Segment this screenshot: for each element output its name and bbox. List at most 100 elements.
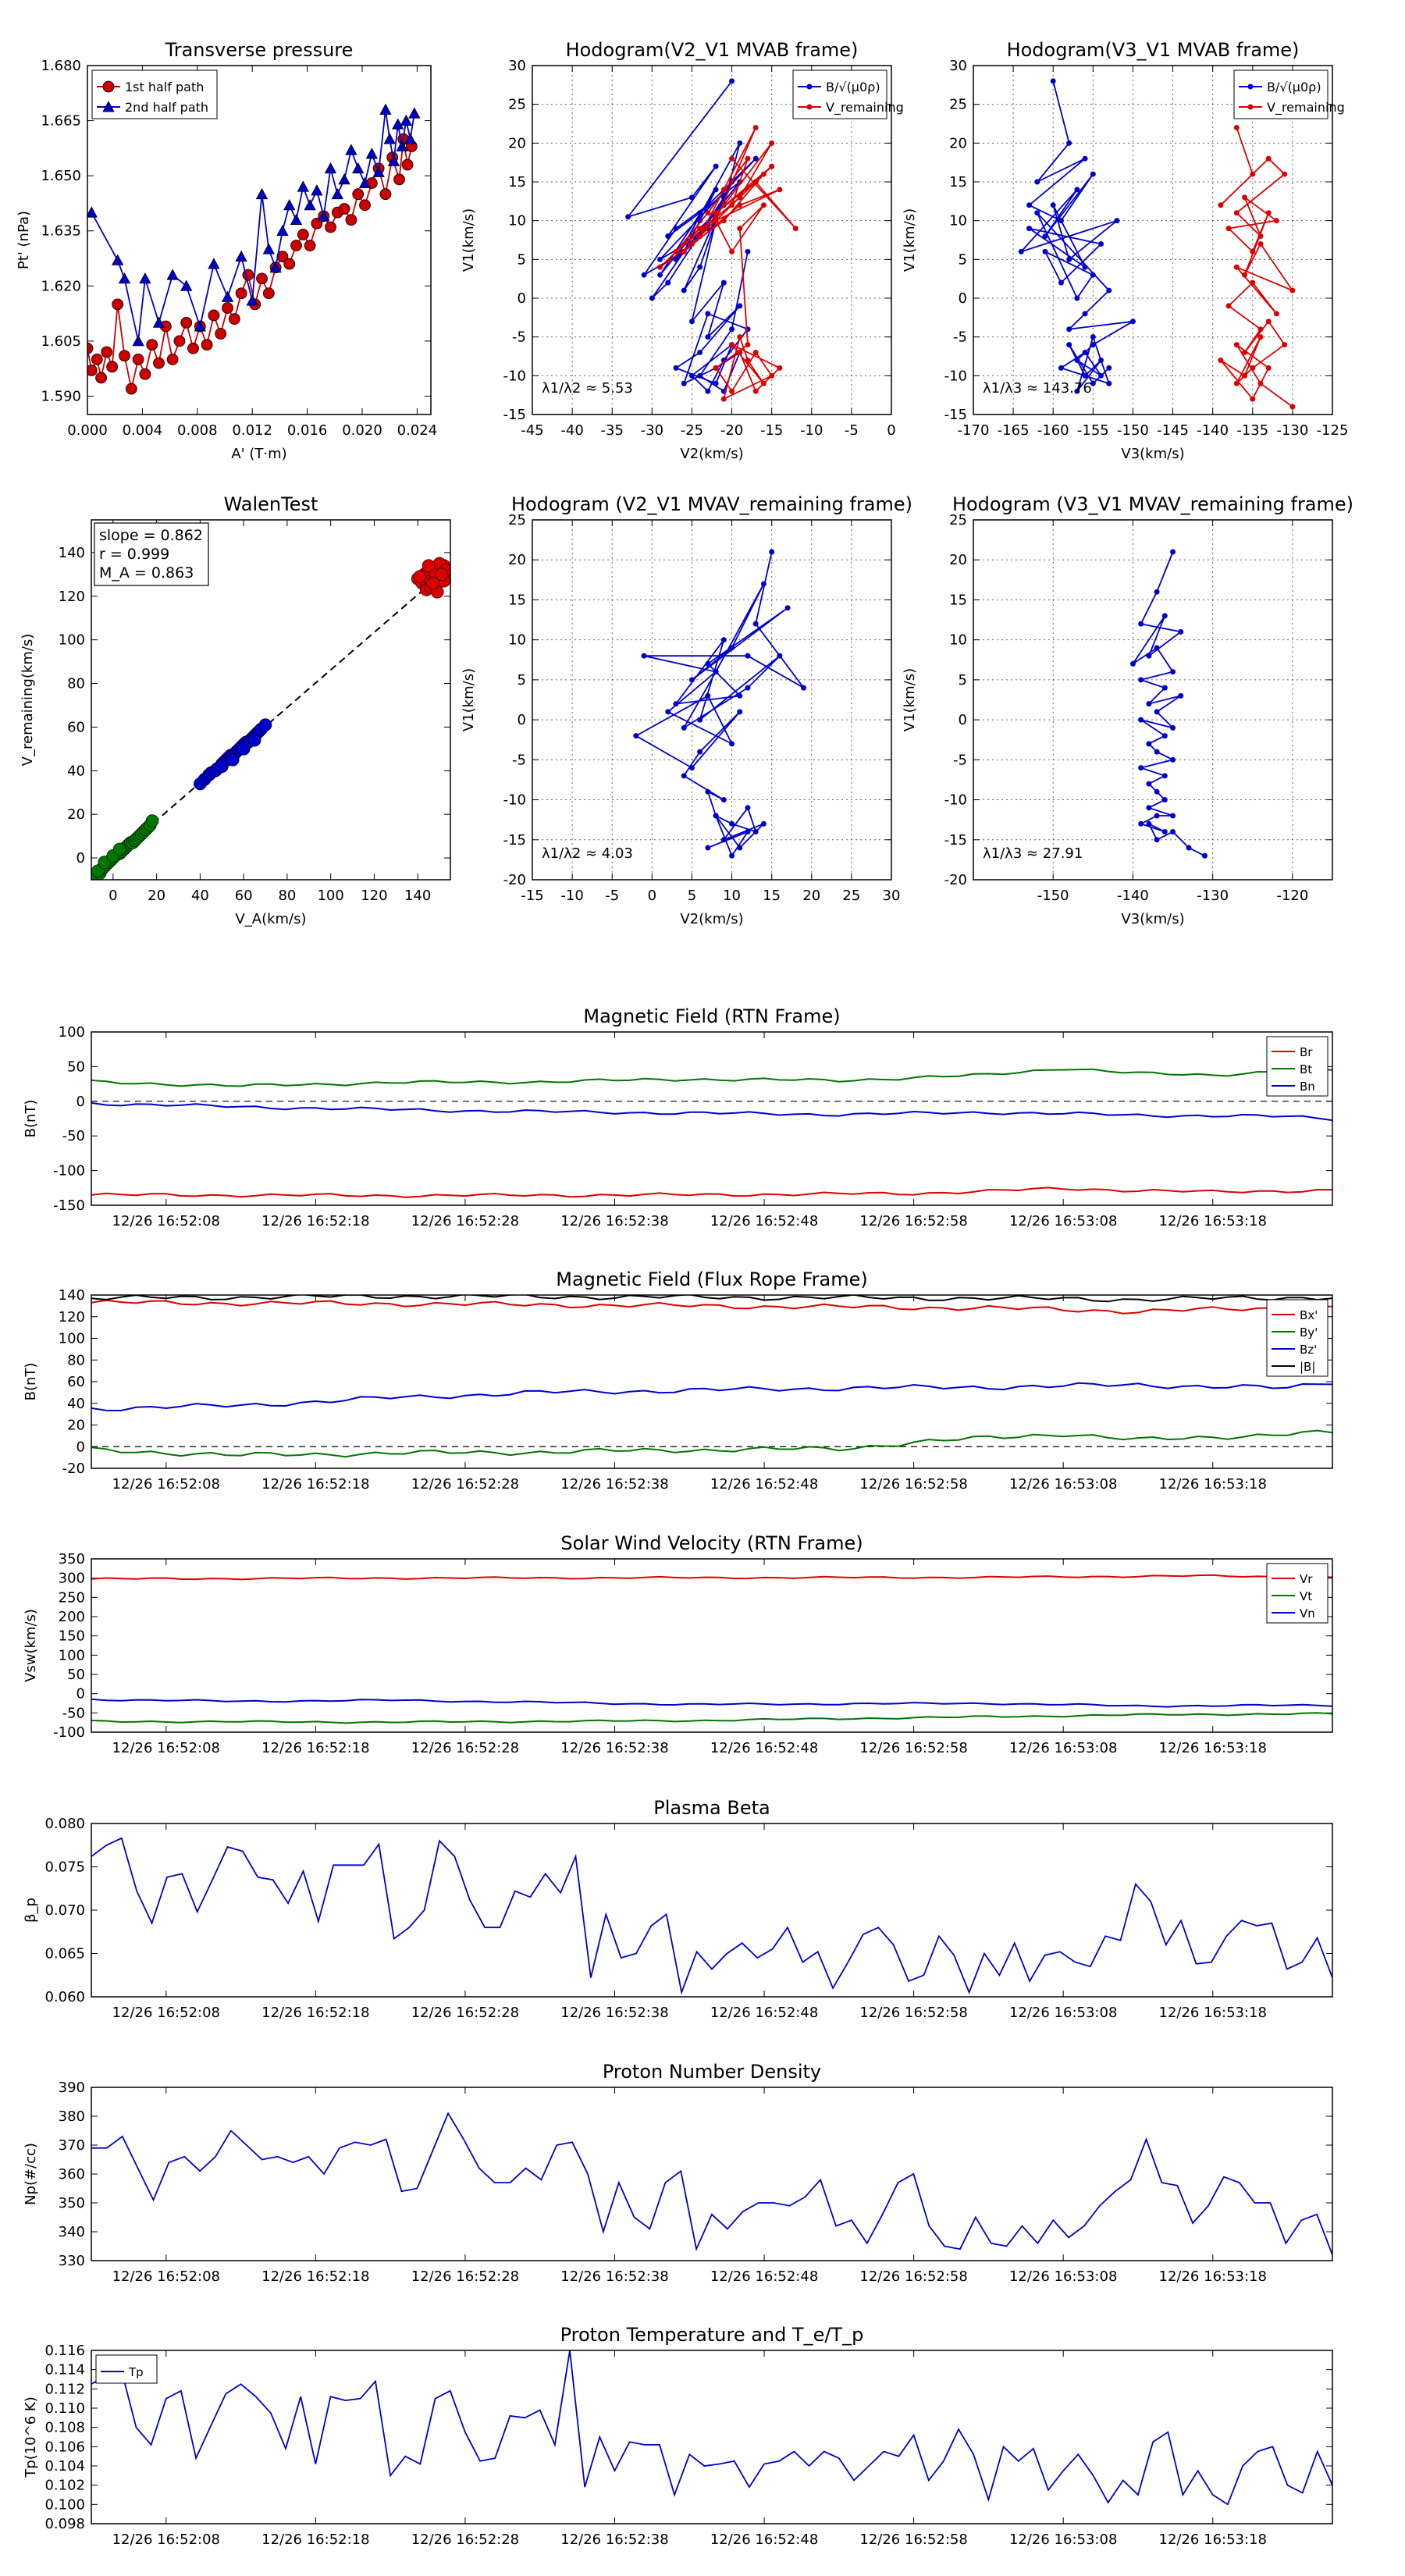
chart-hodogram-v2v1-mvab: Hodogram(V2_V1 MVAB frame) -45 -40 -35 -30 -2… bbox=[461, 39, 904, 462]
legend-box bbox=[1266, 1036, 1329, 1097]
data-point bbox=[673, 248, 679, 254]
data-point bbox=[1074, 357, 1080, 363]
data-point bbox=[697, 210, 703, 216]
x-tick-label: 12/26 16:52:48 bbox=[710, 1740, 818, 1756]
y-tick-label: 40 bbox=[67, 1396, 85, 1412]
data-point bbox=[324, 162, 337, 174]
x-tick-label: 12/26 16:52:08 bbox=[112, 1476, 220, 1493]
data-point bbox=[688, 765, 695, 771]
plot-frame bbox=[91, 1294, 1333, 1469]
data-point bbox=[1026, 226, 1033, 232]
series-line-Tp bbox=[91, 2350, 1332, 2506]
data-point bbox=[633, 733, 639, 739]
y-tick-label: 0.098 bbox=[44, 2516, 85, 2532]
legend-label: |B| bbox=[1300, 1360, 1315, 1374]
y-tick-label: 0 bbox=[76, 1094, 85, 1110]
x-tick-label: 12/26 16:53:18 bbox=[1159, 2532, 1267, 2548]
data-point bbox=[145, 814, 159, 827]
x-axis-label: V_A(km/s) bbox=[235, 911, 306, 927]
data-point bbox=[745, 653, 751, 659]
data-point bbox=[228, 313, 240, 326]
data-point bbox=[769, 140, 775, 146]
y-tick-label: 0 bbox=[959, 290, 967, 307]
y-tick-label: 1.605 bbox=[41, 333, 81, 350]
data-point bbox=[1018, 248, 1024, 254]
x-tick-label: 12/26 16:52:18 bbox=[261, 2005, 369, 2021]
data-point bbox=[713, 210, 719, 216]
x-tick-label: 12/26 16:52:18 bbox=[261, 1476, 369, 1493]
data-point bbox=[1034, 210, 1040, 216]
x-tick-label: 60 bbox=[235, 888, 253, 904]
series-line-blue bbox=[1132, 551, 1205, 857]
chart-transverse-pressure: Transverse pressure 0.000 0.004 0.008 0.012 0… bbox=[16, 39, 437, 462]
x-tick-label: 12/26 16:52:48 bbox=[710, 2268, 818, 2285]
legend-label: Vr bbox=[1300, 1572, 1313, 1586]
x-tick-label: 0.020 bbox=[342, 422, 382, 439]
x-tick-label: -30 bbox=[641, 422, 663, 439]
plot-area bbox=[1129, 549, 1208, 859]
plot-area bbox=[91, 2350, 1332, 2506]
y-tick-label: 80 bbox=[67, 676, 85, 692]
data-point bbox=[1138, 621, 1144, 627]
plot-frame bbox=[532, 519, 892, 881]
y-tick-label: 0.108 bbox=[44, 2420, 85, 2436]
y-tick-label: 15 bbox=[508, 174, 526, 190]
data-point bbox=[697, 233, 703, 240]
data-point bbox=[1146, 653, 1152, 659]
data-point bbox=[1026, 202, 1033, 208]
x-tick-label: 12/26 16:52:38 bbox=[560, 2005, 668, 2021]
stats-r: r = 0.999 bbox=[99, 546, 169, 563]
y-tick-label: 1.665 bbox=[41, 113, 81, 130]
y-tick-label: 0.114 bbox=[44, 2362, 85, 2379]
y-tick-label: 20 bbox=[508, 135, 526, 151]
series-line-Bz' bbox=[91, 1382, 1332, 1412]
legend-marker bbox=[102, 101, 115, 112]
plot-frame bbox=[91, 1558, 1333, 1733]
y-axis-label: V1(km/s) bbox=[461, 668, 477, 731]
plot-area bbox=[91, 1295, 1332, 1458]
x-tick-label: -25 bbox=[681, 422, 703, 439]
data-point bbox=[737, 226, 743, 232]
chart-walen-test: WalenTest 0 20 40 60 80 100 120 140 0 20 40 60 80 100 1… bbox=[20, 493, 451, 927]
data-point bbox=[152, 316, 165, 328]
data-point bbox=[235, 287, 247, 300]
chart-plasma-beta: Plasma Beta 12/26 16:52:08 12/26 16:52:18 1… bbox=[23, 1797, 1333, 2021]
y-tick-label: 0 bbox=[76, 850, 85, 866]
x-tick-label: 12/26 16:52:48 bbox=[710, 1213, 818, 1229]
y-tick-label: 5 bbox=[518, 251, 526, 268]
data-point bbox=[1233, 124, 1240, 130]
x-tick-label: 12/26 16:52:18 bbox=[261, 2532, 369, 2548]
data-point bbox=[1090, 342, 1096, 348]
x-tick-label: -165 bbox=[998, 422, 1030, 439]
legend-marker bbox=[806, 104, 813, 110]
data-point bbox=[737, 845, 743, 851]
y-axis-label: V1(km/s) bbox=[902, 668, 918, 731]
legend-marker bbox=[1247, 84, 1254, 90]
legend-label: Bz' bbox=[1300, 1343, 1317, 1357]
chart-title: Proton Number Density bbox=[603, 2061, 821, 2083]
y-tick-label: 0.065 bbox=[44, 1946, 85, 1962]
data-point bbox=[1233, 210, 1240, 216]
data-point bbox=[745, 357, 751, 363]
legend-label: 1st half path bbox=[125, 80, 204, 94]
data-point bbox=[705, 210, 711, 216]
data-point bbox=[173, 335, 186, 347]
x-tick-label: -45 bbox=[521, 422, 543, 439]
legend-marker bbox=[102, 80, 115, 93]
x-tick-label: 80 bbox=[278, 888, 296, 904]
series-line-B/√(μ0ρ) bbox=[1019, 80, 1133, 392]
y-tick-label: 100 bbox=[59, 1331, 85, 1347]
data-point bbox=[1138, 820, 1144, 827]
chart-title: Transverse pressure bbox=[165, 39, 354, 61]
y-tick-label: 60 bbox=[67, 719, 85, 735]
x-tick-label: 0.012 bbox=[232, 422, 272, 439]
data-point bbox=[1098, 372, 1104, 379]
data-point bbox=[387, 155, 400, 166]
y-tick-label: -15 bbox=[944, 832, 967, 849]
x-tick-label: 10 bbox=[723, 888, 741, 904]
data-point bbox=[1154, 813, 1160, 819]
x-tick-label: 0.000 bbox=[67, 422, 108, 439]
x-tick-label: -150 bbox=[1117, 422, 1149, 439]
x-axis-label: V2(km/s) bbox=[680, 911, 743, 927]
